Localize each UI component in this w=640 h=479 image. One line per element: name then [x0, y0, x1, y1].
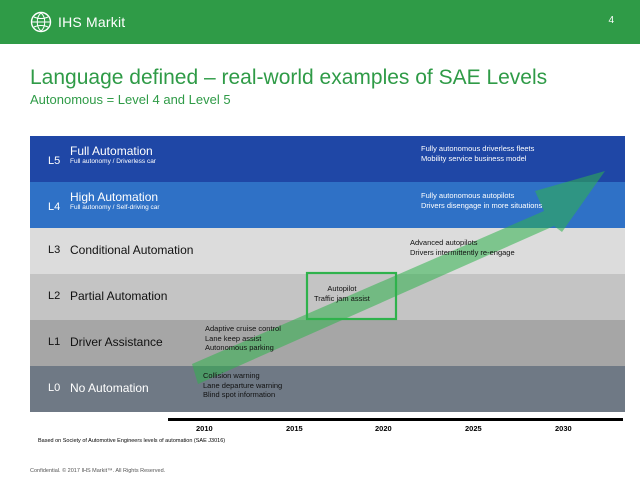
level-subtitle: Full autonomy / Self-driving car: [70, 204, 160, 211]
level-band-l0: L0 No Automation: [30, 366, 625, 412]
level-name: No Automation: [70, 381, 149, 395]
example-item: Traffic jam assist: [314, 293, 370, 303]
header-bar: IHS Markit 4: [0, 0, 640, 44]
l2-highlight-box: [305, 271, 398, 321]
timeline-axis: [168, 418, 623, 421]
level-code: L0: [48, 382, 61, 394]
example-item: Lane keep assist: [205, 333, 262, 343]
level-code: L2: [48, 290, 61, 302]
level-code: L1: [48, 336, 61, 348]
sae-levels-chart: L5 Full Automation Full autonomy / Drive…: [30, 136, 625, 412]
axis-tick: 2010: [196, 424, 213, 433]
axis-tick: 2025: [465, 424, 482, 433]
level-name: Full Automation: [70, 144, 153, 158]
level-band-l1: L1 Driver Assistance: [30, 320, 625, 366]
example-item: Autonomous parking: [205, 343, 274, 352]
example-item: Drivers disengage in more situations: [421, 200, 543, 210]
example-item: Lane departure warning: [203, 380, 283, 390]
axis-tick: 2030: [555, 424, 572, 433]
example-item: Fully autonomous autopilots: [421, 191, 515, 200]
axis-tick: 2015: [286, 424, 303, 433]
axis-tick: 2020: [375, 424, 392, 433]
examples-l5: Fully autonomous driverless fleets Mobil…: [421, 144, 534, 163]
progress-arrow: [192, 171, 605, 384]
examples-l2: Autopilot Traffic jam assist: [314, 284, 370, 303]
example-item: Collision warning: [203, 371, 260, 380]
example-item: Drivers intermittently re-engage: [410, 247, 515, 257]
example-item: Advanced autopilots: [410, 238, 478, 247]
level-code: L5: [48, 155, 61, 167]
globe-icon: [30, 11, 52, 33]
brand-name: IHS Markit: [58, 14, 126, 30]
example-item: Blind spot information: [203, 390, 276, 399]
level-band-l5: L5 Full Automation Full autonomy / Drive…: [30, 136, 625, 182]
level-code: L4: [48, 201, 61, 213]
slide-subtitle: Autonomous = Level 4 and Level 5: [30, 92, 231, 107]
level-name: High Automation: [70, 190, 159, 204]
level-name: Driver Assistance: [70, 335, 163, 349]
slide-title: Language defined – real-world examples o…: [30, 66, 548, 89]
level-name: Partial Automation: [70, 289, 168, 303]
level-subtitle: Full autonomy / Driverless car: [70, 158, 156, 165]
examples-l1: Adaptive cruise control Lane keep assist…: [205, 324, 281, 353]
example-item: Mobility service business model: [421, 153, 527, 163]
brand-logo: IHS Markit: [30, 8, 125, 36]
examples-l4: Fully autonomous autopilots Drivers dise…: [421, 191, 542, 210]
examples-l3: Advanced autopilots Drivers intermittent…: [410, 238, 515, 257]
level-name: Conditional Automation: [70, 243, 194, 257]
example-item: Adaptive cruise control: [205, 324, 281, 333]
confidential-notice: Confidential. © 2017 IHS Markit™. All Ri…: [30, 468, 166, 474]
level-code: L3: [48, 244, 61, 256]
example-item: Autopilot: [327, 284, 357, 293]
examples-l0: Collision warning Lane departure warning…: [203, 371, 282, 400]
footnote: Based on Society of Automotive Engineers…: [38, 438, 226, 444]
example-item: Fully autonomous driverless fleets: [421, 144, 535, 153]
page-number: 4: [608, 15, 614, 26]
